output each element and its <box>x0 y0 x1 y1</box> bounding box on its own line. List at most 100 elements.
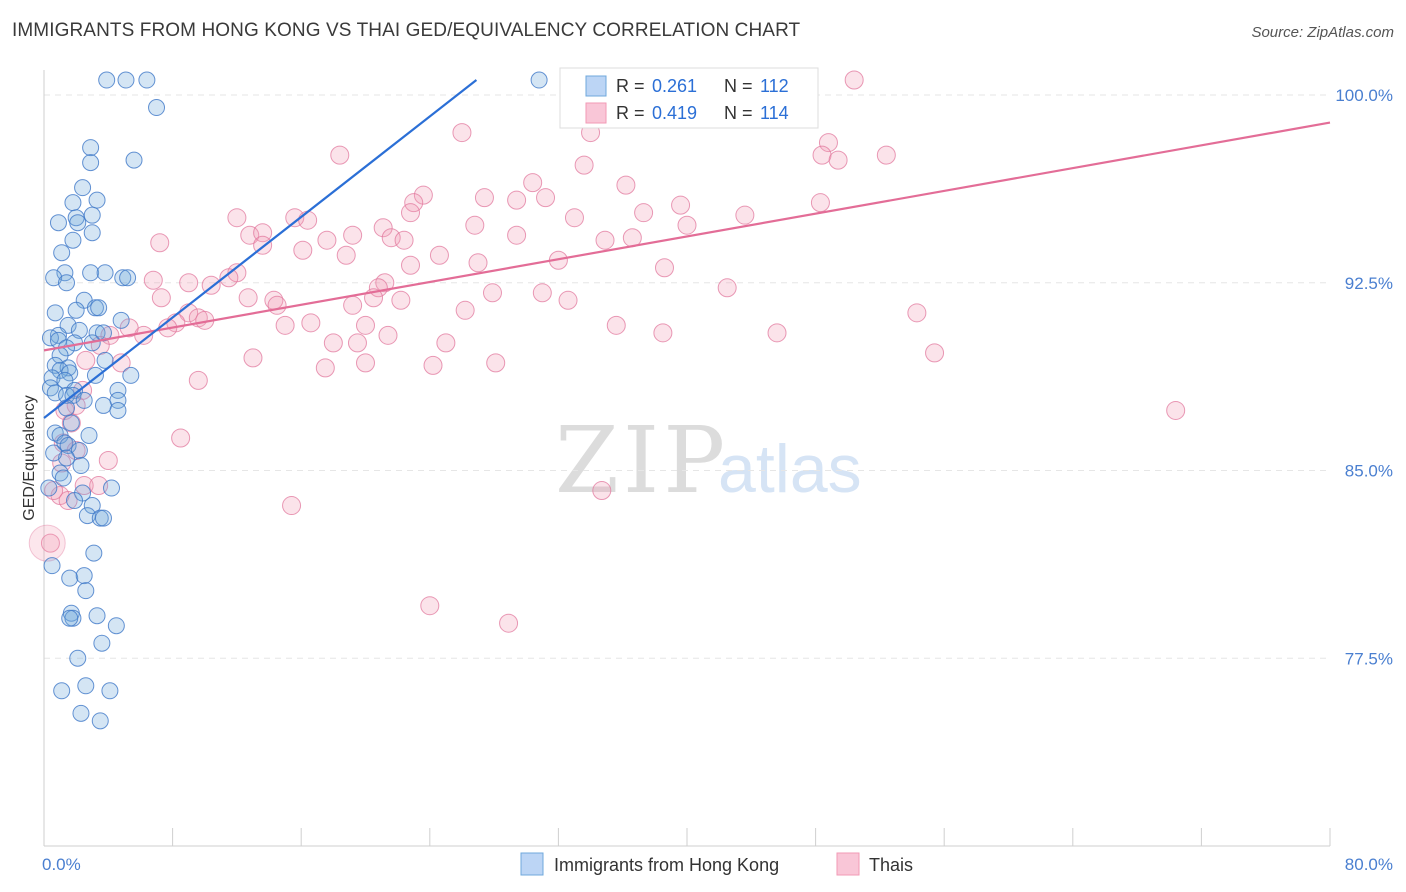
data-point-thais <box>179 273 199 293</box>
data-point-thais <box>767 323 787 343</box>
stats-legend: R = 0.261 N = 112 R = 0.419 N = 114 <box>559 67 819 129</box>
trend-line-thais <box>43 121 1331 352</box>
data-point-thais <box>401 203 421 223</box>
data-point-thais <box>606 315 626 335</box>
legend-n-value: 112 <box>760 76 789 96</box>
data-point-thais <box>595 230 615 250</box>
data-point-hong-kong <box>53 682 71 700</box>
watermark-zip: ZIP <box>555 407 729 514</box>
data-point-thais <box>564 208 584 228</box>
data-point-thais <box>343 225 363 245</box>
trend-line-hong-kong <box>43 79 478 419</box>
data-point-thais <box>243 348 263 368</box>
data-point-thais <box>812 145 832 165</box>
data-point-hong-kong <box>101 682 119 700</box>
legend-r-label: R = <box>616 103 645 123</box>
data-point-thais <box>356 315 375 335</box>
data-point-hong-kong <box>148 99 166 117</box>
data-point-hong-kong <box>58 274 76 292</box>
data-point-hong-kong <box>45 444 63 462</box>
data-point-thais <box>373 218 393 238</box>
legend-n-value: 114 <box>760 103 789 123</box>
data-point-hong-kong <box>72 704 90 722</box>
data-point-hong-kong <box>45 269 63 287</box>
data-point-thais <box>558 290 578 310</box>
data-point-hong-kong <box>66 492 84 510</box>
legend-r-value: 0.261 <box>652 76 697 96</box>
data-point-hong-kong <box>74 179 92 197</box>
data-point-thais <box>143 270 163 290</box>
data-point-hong-kong <box>90 299 108 317</box>
y-tick-label: 100.0% <box>1335 86 1393 105</box>
data-point-hong-kong <box>58 399 76 417</box>
data-point-thais <box>429 245 449 265</box>
data-point-hong-kong <box>88 191 106 209</box>
data-point-thais <box>347 333 367 353</box>
data-point-hong-kong <box>56 434 74 452</box>
data-point-hong-kong <box>54 469 72 487</box>
data-point-hong-kong <box>109 401 127 419</box>
x-max-label: 80.0% <box>1345 855 1393 874</box>
trend-lines <box>43 79 1331 419</box>
data-point-thais <box>151 288 171 308</box>
data-point-thais <box>188 370 208 390</box>
legend-swatch-blue <box>585 75 607 97</box>
data-point-thais <box>301 313 321 333</box>
data-point-hong-kong <box>96 264 114 282</box>
data-point-hong-kong <box>75 567 93 585</box>
data-point-thais <box>219 268 239 288</box>
data-point-hong-kong <box>85 544 103 562</box>
legend-swatch-pink <box>585 102 607 124</box>
data-point-hong-kong <box>82 139 100 157</box>
data-point-hong-kong <box>91 712 109 730</box>
data-point-thais <box>452 123 472 143</box>
data-point-hong-kong <box>43 557 61 575</box>
data-point-thais <box>436 333 456 353</box>
data-point-hong-kong <box>138 71 156 89</box>
data-point-thais <box>343 295 363 315</box>
data-point-hong-kong <box>83 224 101 242</box>
data-point-hong-kong <box>83 497 101 515</box>
legend-swatch-thais <box>836 852 860 876</box>
data-point-thais <box>76 350 96 370</box>
data-point-thais <box>40 533 60 553</box>
legend-swatch-hong-kong <box>520 852 544 876</box>
y-tick-label: 92.5% <box>1345 274 1393 293</box>
data-point-hong-kong <box>70 321 88 339</box>
data-point-thais <box>523 173 543 193</box>
data-point-thais <box>592 481 612 501</box>
x-min-label: 0.0% <box>42 855 81 874</box>
data-point-thais <box>227 208 247 228</box>
series-hong-kong-points <box>40 71 548 730</box>
data-point-hong-kong <box>61 609 79 627</box>
data-point-thais <box>536 188 556 208</box>
data-point-thais <box>616 175 636 195</box>
data-point-hong-kong <box>86 366 104 384</box>
data-point-thais <box>574 155 594 175</box>
data-point-thais <box>275 315 295 335</box>
data-point-thais <box>810 193 830 213</box>
y-tick-label: 85.0% <box>1345 462 1393 481</box>
data-point-hong-kong <box>58 449 76 467</box>
data-point-thais <box>474 188 494 208</box>
data-point-hong-kong <box>88 607 106 625</box>
data-point-hong-kong <box>103 479 121 497</box>
data-point-hong-kong <box>69 649 87 667</box>
data-point-hong-kong <box>75 391 93 409</box>
data-point-hong-kong <box>69 214 87 232</box>
data-point-thais <box>532 283 552 303</box>
data-point-thais <box>171 428 191 448</box>
data-point-hong-kong <box>64 194 82 212</box>
data-point-hong-kong <box>77 677 95 695</box>
data-point-hong-kong <box>61 569 79 587</box>
data-point-thais <box>298 210 318 230</box>
data-point-thais <box>420 596 440 616</box>
data-point-thais <box>323 333 343 353</box>
data-point-thais <box>378 325 398 345</box>
data-point-thais <box>423 355 443 375</box>
data-point-thais <box>267 295 287 315</box>
data-point-hong-kong <box>83 206 101 224</box>
source-credit: Source: ZipAtlas.com <box>1251 24 1394 41</box>
data-point-hong-kong <box>117 71 135 89</box>
data-point-hong-kong <box>109 381 127 399</box>
